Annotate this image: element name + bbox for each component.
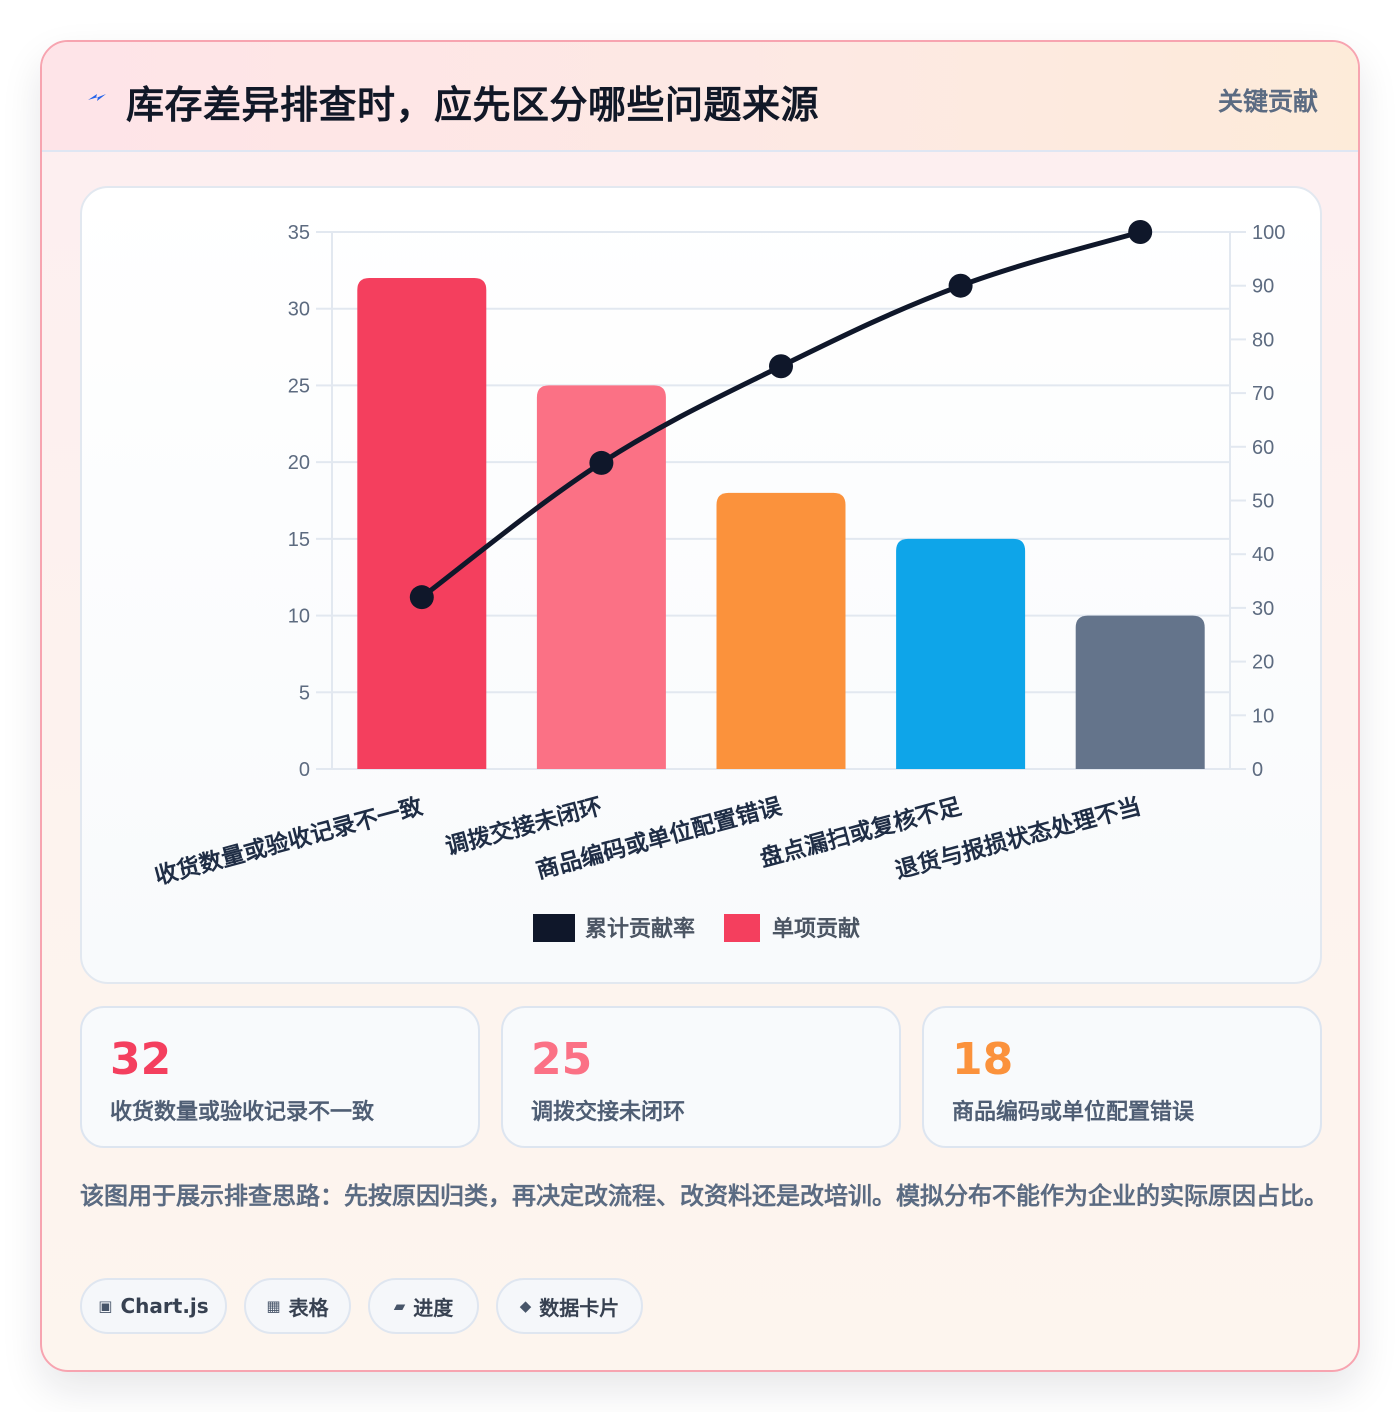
legend-swatch-cumulative — [533, 914, 575, 942]
y-right-tick-label: 50 — [1252, 491, 1274, 513]
y-right-tick-label: 90 — [1252, 276, 1274, 298]
bar — [536, 385, 666, 769]
lightning-icon — [88, 94, 106, 101]
y-right-tick-label: 0 — [1252, 759, 1263, 781]
chart-panel: 0 5 10 15 20 25 30 35 0 10 20 30 40 50 60 70 80 90 100 收货数量… — [80, 186, 1322, 984]
y-left-tick-label: 20 — [288, 452, 310, 474]
stat-value: 25 — [531, 1034, 593, 1085]
y-left-tick-label: 0 — [299, 759, 310, 781]
chip-chartjs[interactable]: ▣ Chart.js — [80, 1278, 227, 1334]
y-left-tick-label: 35 — [288, 222, 310, 244]
legend-label-cumulative: 累计贡献率 — [585, 916, 695, 942]
key-contribution-badge: 关键贡献 — [1217, 88, 1318, 116]
diamond-icon: ◆ — [519, 1297, 532, 1315]
chip-label: 进度 — [413, 1295, 454, 1320]
y-left-tick-label: 30 — [288, 299, 310, 321]
y-right-tick-label: 70 — [1252, 383, 1274, 405]
stat-label: 收货数量或验收记录不一致 — [110, 1100, 375, 1125]
legend-label-bars: 单项贡献 — [772, 916, 860, 942]
bar — [357, 278, 487, 769]
legend-swatch-bars — [724, 914, 760, 942]
bar — [896, 538, 1026, 769]
page-title: 库存差异排查时，应先区分哪些问题来源 — [126, 85, 820, 127]
chart-icon: ▣ — [98, 1297, 113, 1315]
y-left-tick-label: 25 — [288, 375, 310, 397]
cumulative-point — [409, 585, 434, 610]
y-right-tick-label: 80 — [1252, 329, 1274, 351]
stat-label: 商品编码或单位配置错误 — [952, 1100, 1195, 1125]
stat-value: 32 — [110, 1034, 172, 1085]
table-icon: ▦ — [266, 1297, 281, 1315]
card-header: 库存差异排查时，应先区分哪些问题来源 关键贡献 — [42, 42, 1358, 152]
y-right-tick-label: 20 — [1252, 652, 1274, 674]
stat-card: 32 收货数量或验收记录不一致 — [80, 1006, 480, 1148]
chip-label: 数据卡片 — [539, 1295, 620, 1320]
bar — [716, 492, 846, 769]
y-right-tick-label: 30 — [1252, 598, 1274, 620]
pareto-chart: 0 5 10 15 20 25 30 35 0 10 20 30 40 50 60 70 80 90 100 收货数量… — [152, 220, 1285, 942]
y-left-tick-label: 15 — [288, 529, 310, 551]
stat-label: 调拨交接未闭环 — [531, 1100, 686, 1125]
progress-icon: ▰ — [393, 1297, 406, 1315]
stat-card: 18 商品编码或单位配置错误 — [922, 1006, 1322, 1148]
y-right-tick-label: 60 — [1252, 437, 1274, 459]
chart-card: 库存差异排查时，应先区分哪些问题来源 关键贡献 0 5 10 15 20 25 30 35 0 1… — [40, 40, 1360, 1372]
stat-card: 25 调拨交接未闭环 — [501, 1006, 901, 1148]
chart-note: 该图用于展示排查思路：先按原因归类，再决定改流程、改资料还是改培训。模拟分布不能… — [80, 1182, 1328, 1210]
stat-value: 18 — [952, 1034, 1014, 1085]
y-right-tick-label: 40 — [1252, 544, 1274, 566]
y-right-tick-label: 100 — [1252, 222, 1285, 244]
y-left-tick-label: 5 — [299, 682, 310, 704]
chip-label: Chart.js — [120, 1294, 209, 1318]
bar — [1075, 615, 1205, 769]
y-left-tick-label: 10 — [288, 606, 310, 628]
cumulative-point — [1128, 220, 1153, 244]
cumulative-point — [948, 273, 973, 298]
chip-data-card[interactable]: ◆ 数据卡片 — [496, 1278, 643, 1334]
cumulative-point — [769, 354, 793, 379]
chip-table[interactable]: ▦ 表格 — [244, 1278, 351, 1334]
y-right-tick-label: 10 — [1252, 705, 1274, 727]
chip-progress[interactable]: ▰ 进度 — [368, 1278, 479, 1334]
x-tick-label: 收货数量或验收记录不一致 — [152, 792, 427, 890]
chip-label: 表格 — [288, 1295, 329, 1320]
cumulative-point — [589, 450, 614, 475]
